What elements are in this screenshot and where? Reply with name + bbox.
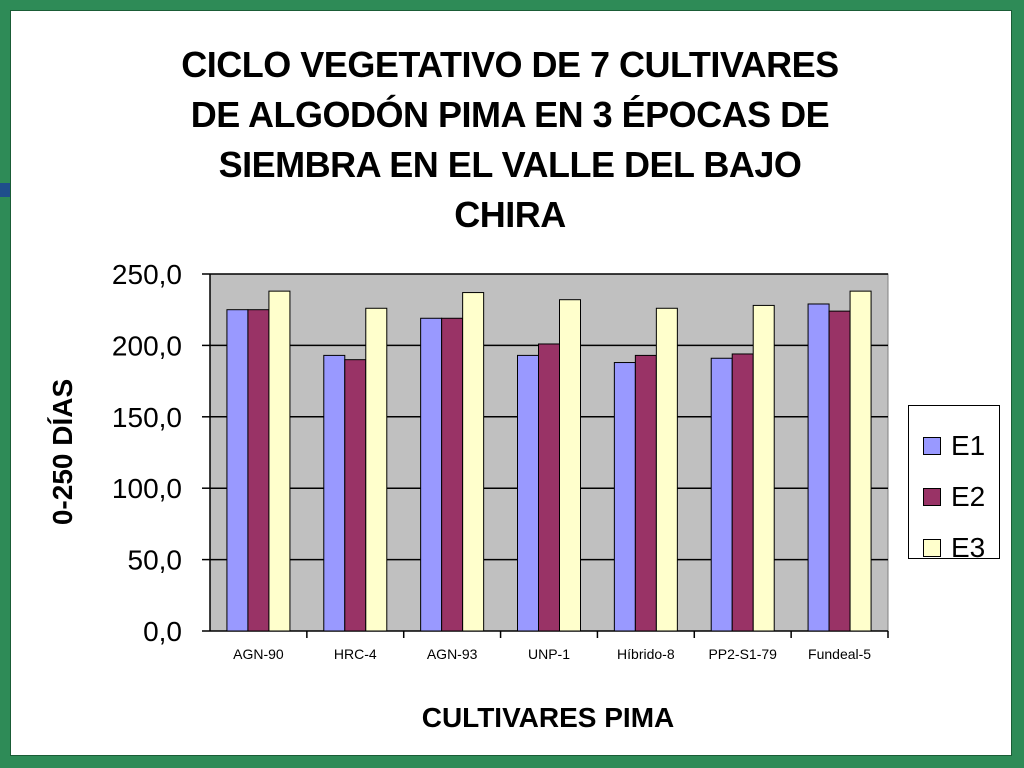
bar-e3 — [849, 290, 872, 632]
bar-e2 — [731, 353, 754, 632]
bar-e3 — [462, 292, 485, 632]
x-tick-label: UNP-1 — [528, 646, 570, 662]
bar-e2 — [247, 309, 270, 632]
y-tick-label: 150,0 — [112, 402, 182, 433]
bar-e1 — [323, 354, 346, 632]
y-axis-label: 0-250 DÍAS — [47, 378, 78, 526]
y-tick-label: 0,0 — [143, 616, 182, 647]
bar-e3 — [559, 299, 581, 632]
legend-swatch — [923, 487, 941, 506]
bar-e3 — [655, 307, 678, 632]
legend: E1 E2 E3 — [908, 405, 1000, 563]
bar-e2 — [828, 310, 851, 632]
bar-e2 — [344, 359, 367, 632]
bar-e1 — [226, 309, 249, 632]
chart-title-line: CICLO VEGETATIVO DE 7 CULTIVARES — [181, 44, 839, 85]
legend-item-e2: E2 — [909, 471, 999, 522]
bar-e1 — [807, 303, 830, 632]
bar-e1 — [613, 362, 636, 632]
x-tick-label: Híbrido-8 — [617, 646, 675, 662]
bar-e2 — [634, 354, 657, 632]
y-tick-label: 250,0 — [112, 259, 182, 290]
legend-label: E1 — [951, 429, 986, 461]
chart-title: CICLO VEGETATIVO DE 7 CULTIVARES DE ALGO… — [80, 40, 940, 240]
bar-e1 — [710, 357, 733, 632]
x-tick-label: Fundeal-5 — [808, 646, 871, 662]
x-tick-label: HRC-4 — [334, 646, 377, 662]
legend-label: E2 — [951, 480, 986, 512]
x-tick-label: AGN-90 — [233, 646, 284, 662]
bar-e2 — [538, 343, 560, 632]
legend-label: E3 — [951, 531, 986, 563]
bar-e1 — [420, 317, 443, 632]
bar-e2 — [441, 317, 464, 632]
x-tick-label: AGN-93 — [427, 646, 478, 662]
legend-item-e1: E1 — [909, 420, 999, 471]
legend-swatch — [923, 436, 941, 455]
y-tick-label: 200,0 — [112, 330, 182, 361]
legend-swatch — [923, 538, 941, 557]
bar-e3 — [365, 307, 388, 632]
side-accent-bar — [0, 183, 10, 197]
y-tick-label: 50,0 — [128, 545, 183, 576]
chart-title-line: CHIRA — [454, 194, 566, 235]
bar-e1 — [517, 354, 539, 632]
legend-item-e3: E3 — [909, 522, 999, 573]
chart-title-line: DE ALGODÓN PIMA EN 3 ÉPOCAS DE — [190, 94, 830, 135]
chart-title-line: SIEMBRA EN EL VALLE DEL BAJO — [218, 144, 802, 185]
bar-e3 — [752, 304, 775, 632]
y-tick-label: 100,0 — [112, 473, 182, 504]
x-tick-label: PP2-S1-79 — [708, 646, 777, 662]
bar-e3 — [268, 290, 291, 632]
x-axis-label: CULTIVARES PIMA — [421, 702, 675, 733]
